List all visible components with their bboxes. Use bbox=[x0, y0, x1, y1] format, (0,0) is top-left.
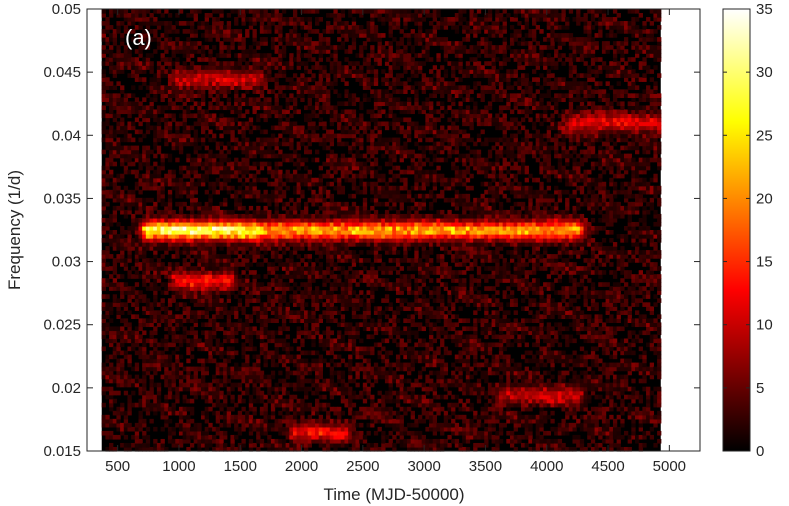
x-tick-label: 2500 bbox=[346, 458, 379, 475]
x-tick-label: 3000 bbox=[407, 458, 440, 475]
y-tick-label: 0.025 bbox=[43, 317, 81, 334]
panel-label: (a) bbox=[125, 25, 152, 50]
y-tick-label: 0.035 bbox=[43, 190, 81, 207]
y-axis-ticks: 0.015 0.02 0.025 0.03 0.035 0.04 0.045 0.05 bbox=[43, 1, 700, 460]
colorbar-tick-label: 35 bbox=[756, 1, 773, 18]
colorbar-tick-label: 15 bbox=[756, 254, 773, 271]
plot-frame bbox=[86, 8, 701, 452]
x-tick-label: 1000 bbox=[162, 458, 195, 475]
x-tick-label: 5000 bbox=[653, 458, 686, 475]
y-tick-label: 0.045 bbox=[43, 64, 81, 81]
colorbar-tick-label: 30 bbox=[756, 64, 773, 81]
x-tick-label: 3500 bbox=[469, 458, 502, 475]
x-tick-label: 1500 bbox=[224, 458, 257, 475]
y-tick-label: 0.015 bbox=[43, 443, 81, 460]
x-tick-label: 4000 bbox=[530, 458, 563, 475]
colorbar-ticks: 0 5 10 15 20 25 30 35 bbox=[723, 1, 773, 460]
heatmap bbox=[101, 9, 662, 452]
colorbar-tick-label: 10 bbox=[756, 317, 773, 334]
colorbar-tick-label: 20 bbox=[756, 190, 773, 207]
x-tick-label: 2000 bbox=[285, 458, 318, 475]
colorbar-tick-label: 0 bbox=[756, 443, 764, 460]
colorbar-tick-label: 25 bbox=[756, 127, 773, 144]
colorbar bbox=[722, 8, 751, 452]
y-tick-label: 0.02 bbox=[52, 380, 81, 397]
y-tick-label: 0.03 bbox=[52, 254, 81, 271]
y-tick-label: 0.05 bbox=[52, 1, 81, 18]
y-axis-title: Frequency (1/d) bbox=[5, 170, 24, 290]
x-axis-title: Time (MJD-50000) bbox=[323, 485, 464, 504]
x-tick-label: 500 bbox=[105, 458, 130, 475]
colorbar-tick-label: 5 bbox=[756, 380, 764, 397]
x-axis-ticks: 500 1000 1500 2000 2500 3000 3500 4000 4500 5000 bbox=[105, 9, 686, 475]
x-tick-label: 4500 bbox=[591, 458, 624, 475]
y-tick-label: 0.04 bbox=[52, 127, 81, 144]
